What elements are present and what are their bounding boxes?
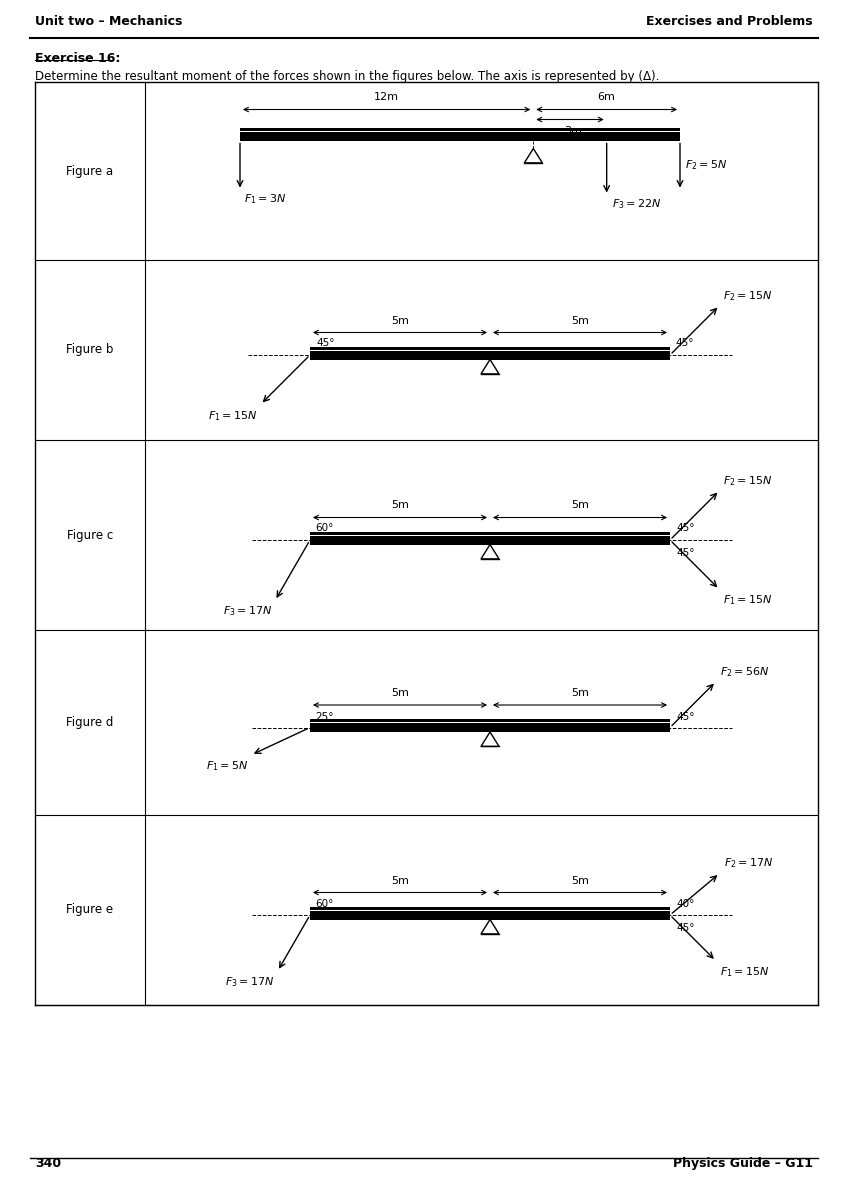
Text: 5m: 5m — [391, 316, 409, 325]
Text: $F_3 = 22N$: $F_3 = 22N$ — [611, 198, 661, 211]
Text: 12m: 12m — [374, 92, 399, 102]
Text: 5m: 5m — [571, 688, 589, 698]
Text: $F_1 = 15N$: $F_1 = 15N$ — [723, 594, 773, 607]
Text: $F_2 = 17N$: $F_2 = 17N$ — [724, 857, 773, 870]
Text: $F_3 = 17N$: $F_3 = 17N$ — [222, 605, 272, 618]
Bar — [240, 132, 680, 140]
Bar — [310, 350, 670, 360]
Text: Unit two – Mechanics: Unit two – Mechanics — [35, 14, 182, 28]
Text: $F_1 = 15N$: $F_1 = 15N$ — [208, 409, 258, 424]
Text: 25°: 25° — [315, 712, 333, 721]
Bar — [310, 719, 670, 722]
Bar — [310, 906, 670, 910]
Text: Figure b: Figure b — [66, 343, 114, 356]
Bar — [310, 722, 670, 732]
Text: Exercises and Problems: Exercises and Problems — [646, 14, 813, 28]
Text: Figure a: Figure a — [66, 164, 114, 178]
Text: Determine the resultant moment of the forces shown in the figures below. The axi: Determine the resultant moment of the fo… — [35, 70, 660, 83]
Text: 340: 340 — [35, 1157, 61, 1170]
Text: 5m: 5m — [571, 316, 589, 325]
Text: $F_1 = 5N$: $F_1 = 5N$ — [206, 758, 248, 773]
Text: $F_2 = 15N$: $F_2 = 15N$ — [723, 474, 773, 487]
Bar — [310, 347, 670, 349]
Bar — [310, 911, 670, 919]
Text: Figure d: Figure d — [66, 716, 114, 728]
Text: 45°: 45° — [676, 712, 695, 721]
Text: 45°: 45° — [675, 338, 694, 348]
Text: Figure e: Figure e — [66, 904, 114, 917]
Bar — [310, 535, 670, 545]
Text: 6m: 6m — [598, 92, 616, 102]
Text: $F_1 = 15N$: $F_1 = 15N$ — [720, 965, 769, 979]
Text: 3m: 3m — [564, 126, 582, 136]
Text: $F_1 = 3N$: $F_1 = 3N$ — [244, 192, 287, 206]
Text: $F_3 = 17N$: $F_3 = 17N$ — [225, 976, 275, 989]
Text: $F_2 = 15N$: $F_2 = 15N$ — [723, 289, 773, 302]
Text: 60°: 60° — [315, 899, 333, 910]
Text: 45°: 45° — [676, 548, 695, 558]
Text: 5m: 5m — [571, 876, 589, 886]
Text: $F_2 = 5N$: $F_2 = 5N$ — [685, 158, 728, 173]
Text: 40°: 40° — [676, 899, 695, 910]
Text: Figure c: Figure c — [67, 528, 113, 541]
Text: 5m: 5m — [391, 500, 409, 510]
Text: 5m: 5m — [391, 688, 409, 698]
Text: $F_2 = 56N$: $F_2 = 56N$ — [720, 665, 769, 678]
Text: 60°: 60° — [315, 523, 333, 533]
Text: 5m: 5m — [391, 876, 409, 886]
Text: 45°: 45° — [676, 923, 695, 934]
Text: Exercise 16:: Exercise 16: — [35, 52, 120, 65]
Text: 45°: 45° — [676, 523, 695, 533]
Bar — [240, 127, 680, 131]
Text: 45°: 45° — [316, 338, 334, 348]
Bar — [310, 532, 670, 534]
Text: 5m: 5m — [571, 500, 589, 510]
Text: Physics Guide – G11: Physics Guide – G11 — [673, 1157, 813, 1170]
